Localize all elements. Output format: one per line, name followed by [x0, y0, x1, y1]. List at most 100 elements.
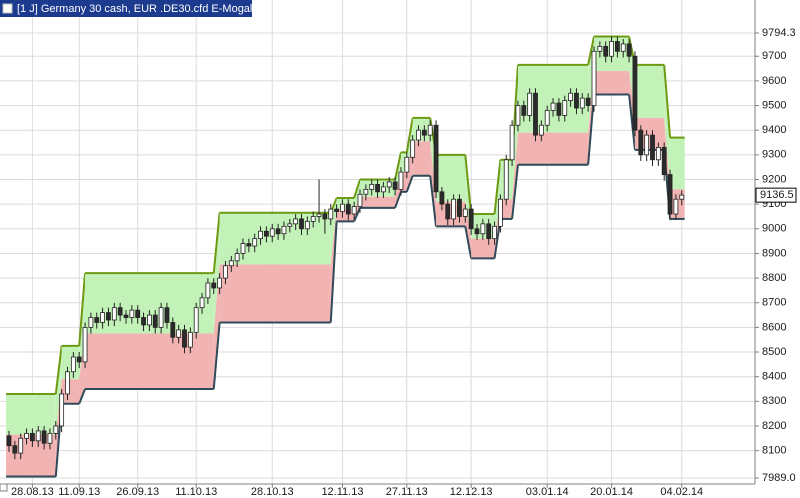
candles: [6, 36, 685, 460]
x-tick-label: 04.02.14: [660, 486, 703, 498]
candle-body: [591, 50, 597, 106]
candle-body: [568, 92, 573, 102]
candle-body: [310, 216, 316, 222]
candle-body: [468, 208, 474, 230]
candle-body: [398, 171, 404, 190]
x-tick-label: 03.01.14: [526, 486, 569, 498]
candle-body: [158, 307, 164, 328]
y-tick-label: 9200: [762, 173, 786, 185]
candle-body: [176, 329, 182, 338]
band-lower-zone: [412, 141, 431, 176]
x-tick-label: 28.10.13: [251, 486, 294, 498]
candle-body: [416, 129, 421, 141]
title-bar: [0, 0, 252, 17]
corner-icon[interactable]: [0, 483, 8, 492]
candle-body: [59, 393, 65, 427]
candle-body: [199, 297, 205, 309]
x-tick-label: 28.08.13: [11, 486, 54, 498]
candle-body: [386, 181, 392, 188]
band-upper-zone: [400, 152, 407, 173]
band-lower-zone: [85, 333, 214, 390]
candle-body: [41, 430, 47, 444]
candle-body: [533, 92, 538, 136]
candle-body: [246, 243, 252, 247]
candle-body: [299, 218, 304, 230]
band-connector: [405, 175, 414, 193]
band-upper-zone: [634, 64, 665, 118]
candle-body: [193, 307, 199, 333]
band-connector: [511, 164, 519, 220]
candle-body: [65, 371, 70, 395]
candle-body: [275, 228, 281, 235]
y-tick-label: 8200: [762, 420, 786, 432]
band-connector: [213, 212, 220, 334]
band-upper-zone: [670, 137, 685, 190]
candle-body: [404, 156, 410, 173]
band-connector: [464, 154, 473, 215]
candle-body: [544, 110, 550, 126]
band-connector: [663, 64, 672, 138]
candle-body: [129, 309, 135, 318]
candle-body: [263, 230, 269, 237]
axes: 7989.0 8100 8200 8300 8400 8500 8600 8700 8800 89…: [11, 27, 797, 498]
candle-body: [293, 218, 299, 225]
candle-body: [410, 139, 416, 158]
candle-body: [486, 223, 492, 240]
candle-body: [562, 100, 568, 116]
candle-body: [328, 208, 334, 220]
candle-body: [252, 238, 258, 247]
candle-body: [182, 329, 187, 348]
candle-body: [521, 105, 527, 116]
candle-body: [152, 314, 158, 328]
band-connector: [493, 159, 502, 215]
candle-body: [88, 317, 94, 328]
candle-body: [474, 228, 480, 235]
candle-body: [503, 159, 509, 200]
y-tick-label: 9000: [762, 223, 786, 235]
candle-body: [579, 97, 585, 109]
y-tick-label: 8400: [762, 371, 786, 383]
candle-body: [94, 317, 100, 323]
candle-body: [433, 124, 439, 193]
band-lower-zone: [61, 379, 80, 404]
candle-body: [322, 213, 328, 220]
candle-body: [421, 129, 427, 136]
band-connector: [212, 322, 221, 390]
candle-body: [24, 432, 29, 439]
band-lower-zone: [219, 264, 331, 323]
band-connector: [587, 36, 595, 66]
x-tick-label: 27.11.13: [386, 486, 428, 498]
band-connector: [587, 94, 595, 165]
x-tick-label: 20.01.14: [590, 486, 633, 498]
candle-body: [223, 265, 228, 279]
candle-body: [439, 191, 445, 205]
candle-body: [123, 314, 129, 318]
band-lower-zone: [336, 209, 355, 222]
candle-body: [574, 92, 579, 109]
band-connector: [429, 175, 438, 227]
candle-body: [170, 322, 176, 338]
candle-body: [457, 198, 462, 217]
y-tick-label: 7989.0: [762, 472, 796, 484]
y-tick-label: 8300: [762, 395, 786, 407]
y-tick-label: 8900: [762, 247, 786, 259]
candle-body: [380, 186, 386, 193]
band-connector: [394, 191, 402, 209]
x-tick-label: 12.11.13: [321, 486, 363, 498]
y-tick-label: 9794.3: [762, 27, 796, 39]
candle-body: [375, 184, 380, 193]
band-connector: [464, 226, 473, 259]
band-upper-zone: [61, 345, 80, 380]
title-icon[interactable]: [2, 3, 13, 14]
band-connector: [78, 388, 86, 405]
candle-body: [556, 102, 562, 116]
candle-body: [316, 213, 322, 217]
candle-body: [35, 430, 41, 442]
band-upper-zone: [412, 117, 431, 142]
candle-body: [597, 45, 603, 52]
candle-body: [632, 55, 638, 131]
x-tick-label: 11.10.13: [175, 486, 217, 498]
band-connector: [405, 117, 414, 153]
candle-body: [18, 437, 24, 454]
